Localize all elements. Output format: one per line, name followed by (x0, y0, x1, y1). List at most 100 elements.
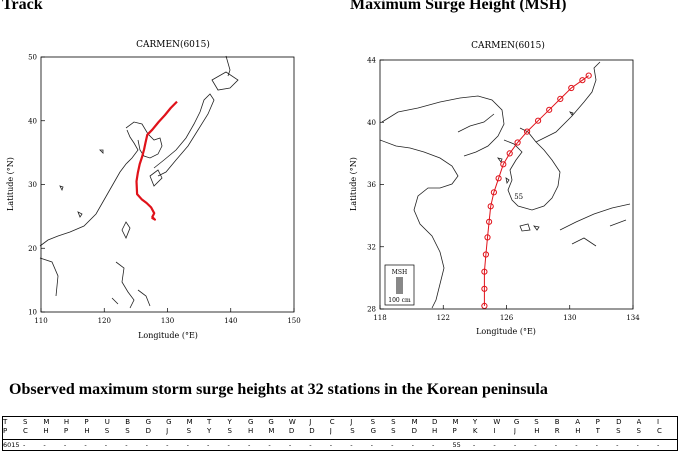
msh-x-axis-label: Longitude (°E) (476, 327, 536, 336)
msh-x-tick-label: 130 (563, 314, 576, 322)
msh-coast-korea-east (535, 61, 601, 143)
table-cell: - (657, 439, 678, 451)
msh-track-point (579, 77, 586, 84)
msh-station-value-label: 55 (514, 193, 523, 201)
track-coast-japan (153, 93, 215, 177)
msh-plot-frame (379, 59, 634, 310)
track-typhoon-path (135, 100, 178, 221)
table-cell: 55 (452, 439, 473, 451)
table-cell: - (104, 439, 126, 451)
track-x-tick-label: 150 (287, 317, 300, 325)
track-coast-philippines (111, 261, 151, 309)
track-x-axis-label: Longitude (°E) (138, 331, 198, 340)
msh-track-point (481, 285, 488, 292)
table-cell: - (227, 439, 248, 451)
msh-track-point (481, 302, 488, 309)
table-cell: - (411, 439, 433, 451)
table-cell: - (636, 439, 657, 451)
msh-coast-jeju (519, 223, 531, 232)
msh-legend-scale-bar (396, 277, 403, 294)
track-heading: Track (2, 0, 43, 13)
track-x-ticks: 110 120 130 140 150 (34, 308, 301, 325)
track-coast-kyushu (149, 169, 163, 187)
msh-heading: Maximum Surge Height (MSH) (350, 0, 567, 13)
msh-coast-shandong (379, 139, 459, 309)
msh-x-tick-label: 126 (500, 314, 514, 322)
msh-track-point (557, 95, 564, 103)
msh-coast-china-north (381, 95, 505, 157)
msh-y-tick-label: 28 (367, 306, 376, 314)
msh-track-point (514, 139, 521, 146)
track-y-tick-label: 30 (28, 181, 37, 189)
msh-coast-liaodong (457, 113, 495, 133)
msh-x-tick-label: 118 (373, 314, 386, 322)
msh-y-axis-label: Latitude (°N) (349, 157, 358, 211)
table-cell: - (186, 439, 208, 451)
table-cell: - (43, 439, 64, 451)
track-coast-vietnam (39, 257, 59, 297)
table-cell: - (554, 439, 576, 451)
msh-legend-scale-label: 100 cm (388, 297, 411, 304)
table-cell: - (84, 439, 105, 451)
msh-track-point (568, 84, 575, 92)
msh-track-point (484, 234, 491, 241)
msh-legend: MSH 100 cm (384, 264, 415, 306)
table-cell: - (370, 439, 392, 451)
msh-map: CARMEN(6015) 55 MSH 100 cm 118 122 126 130 1… (349, 40, 640, 336)
msh-track-point (585, 72, 592, 79)
table-row: 6015- - - - - - - - - - - - - - - - - - - - -55- - - - - - - - - - (1, 439, 678, 451)
table-cell: - (247, 439, 269, 451)
table-cell: - (63, 439, 85, 451)
table-cell: 6015 (1, 439, 23, 451)
msh-legend-title: MSH (392, 269, 408, 276)
table-cell: - (391, 439, 412, 451)
msh-coast-japan (559, 203, 631, 247)
track-coast-hokkaido (211, 71, 239, 91)
table-cell: - (575, 439, 596, 451)
table-cell: - (513, 439, 535, 451)
msh-y-tick-label: 36 (367, 181, 376, 189)
msh-chart-title: CARMEN(6015) (471, 40, 545, 51)
msh-coast-korea (503, 127, 561, 211)
msh-track-point (486, 218, 493, 225)
msh-x-tick-label: 134 (626, 314, 640, 322)
table-cell: - (145, 439, 167, 451)
msh-y-tick-label: 44 (367, 57, 376, 65)
msh-track-point (524, 128, 531, 135)
msh-coast-islands (497, 111, 574, 231)
table-cell: - (166, 439, 187, 451)
table-cell: - (207, 439, 228, 451)
table-cell: - (616, 439, 637, 451)
msh-track-point (546, 106, 553, 113)
table-cell: - (268, 439, 289, 451)
table-cell: - (534, 439, 555, 451)
track-x-tick-label: 110 (34, 317, 47, 325)
track-coast-china-islands (59, 149, 104, 218)
track-map: CARMEN(6015) 110 120 130 140 150 1020304050 … (6, 39, 301, 340)
msh-landmasses (379, 61, 631, 309)
table-cell: - (288, 439, 310, 451)
